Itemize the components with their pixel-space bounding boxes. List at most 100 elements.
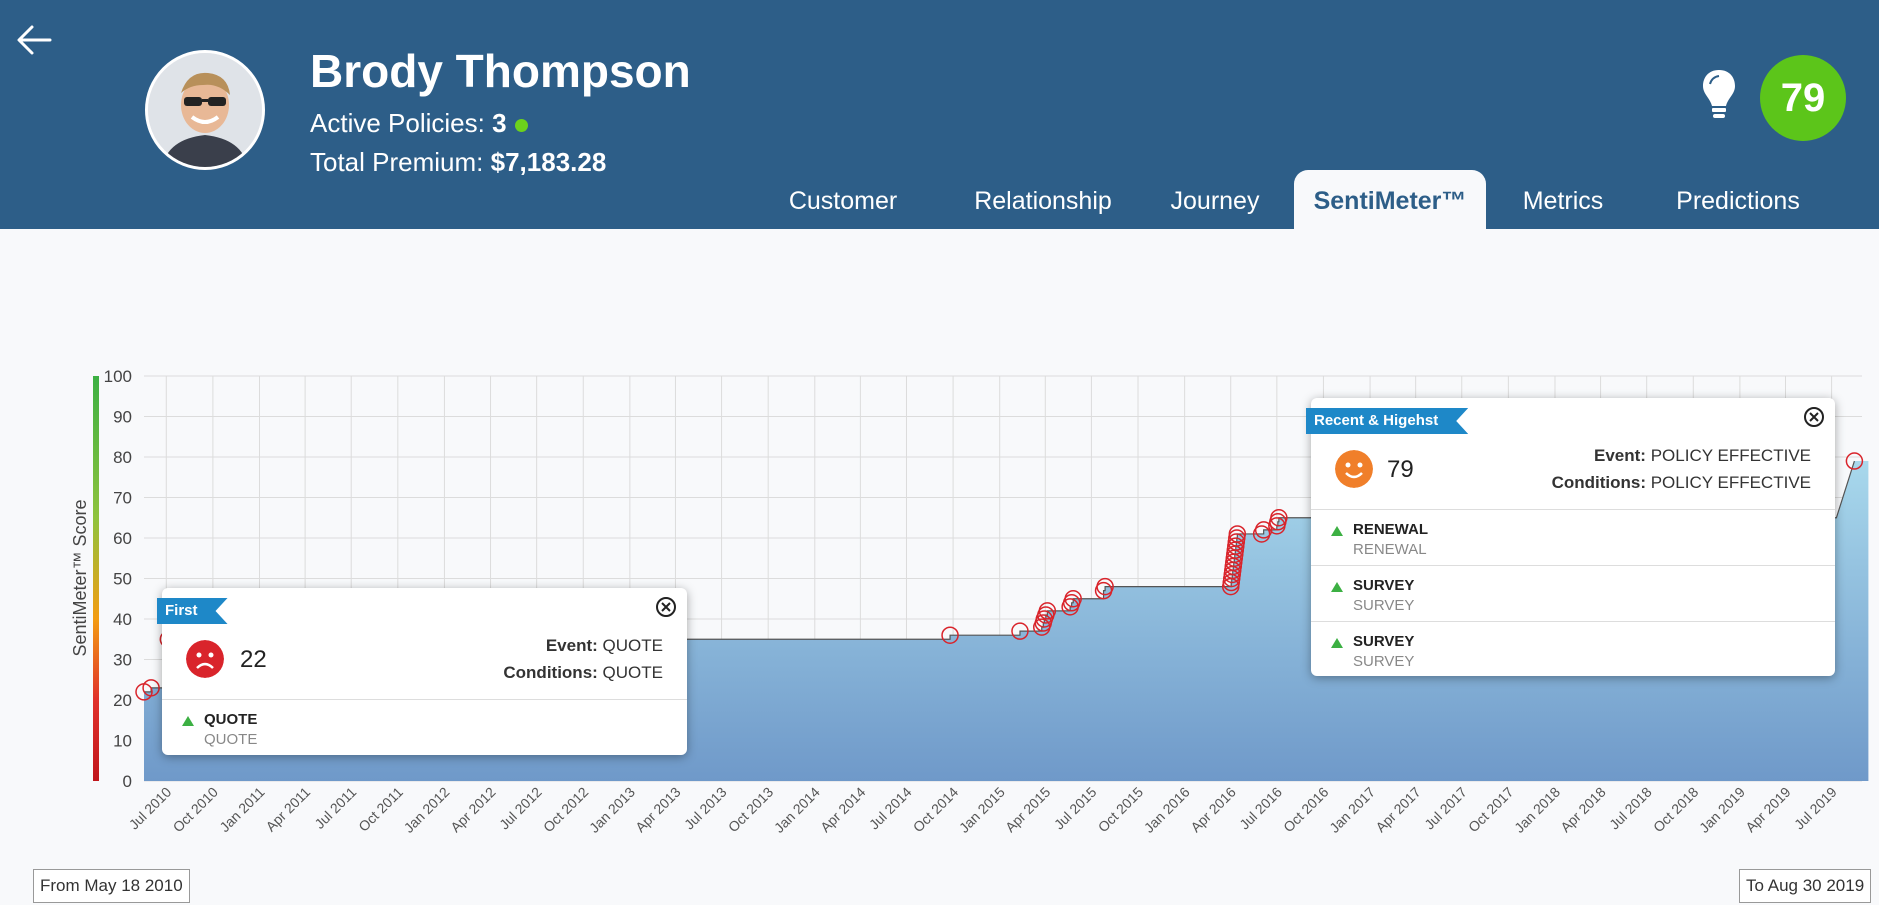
list-item: SURVEY SURVEY — [1311, 621, 1835, 677]
x-tick-label: Oct 2010 — [170, 784, 222, 836]
up-triangle-icon — [1331, 526, 1343, 536]
first-event: Event: QUOTE — [546, 636, 663, 656]
data-point[interactable] — [1064, 590, 1082, 608]
x-tick-label: Apr 2017 — [1372, 784, 1424, 836]
recent-score: 79 — [1387, 456, 1414, 483]
data-point[interactable] — [1270, 509, 1288, 527]
event-label: Event: — [1594, 446, 1646, 465]
x-tick-label: Jan 2011 — [216, 784, 267, 835]
customer-name: Brody Thompson — [310, 45, 691, 97]
close-icon[interactable] — [655, 596, 677, 618]
x-tick-label: Apr 2011 — [262, 784, 313, 835]
tab-predictions[interactable]: Predictions — [1676, 187, 1800, 215]
event-value: POLICY EFFECTIVE — [1650, 446, 1811, 465]
conditions-value: QUOTE — [602, 663, 663, 682]
avatar — [145, 50, 265, 170]
y-tick-label: 70 — [113, 489, 132, 508]
total-premium-label: Total Premium: — [310, 147, 484, 177]
tab-metrics[interactable]: Metrics — [1522, 187, 1604, 215]
up-triangle-icon — [182, 716, 194, 726]
y-tick-label: 30 — [113, 651, 132, 670]
y-tick-label: 80 — [113, 448, 132, 467]
data-point[interactable] — [1011, 622, 1029, 640]
y-tick-label: 20 — [113, 691, 132, 710]
x-tick-label: Oct 2018 — [1650, 784, 1702, 836]
y-tick-label: 90 — [113, 408, 132, 427]
up-triangle-icon — [1331, 638, 1343, 648]
tab-customer[interactable]: Customer — [788, 187, 898, 215]
active-policies-label: Active Policies: — [310, 108, 485, 138]
recent-event-popup: Recent & Higehst 79 Event: POLICY EFFECT… — [1311, 398, 1835, 676]
x-tick-label: Apr 2018 — [1557, 784, 1609, 836]
first-score: 22 — [240, 646, 267, 673]
x-tick-label: Jul 2018 — [1606, 784, 1655, 833]
item-subtitle: RENEWAL — [1353, 541, 1427, 558]
tab-sentimeter[interactable]: SentiMeter™ — [1294, 170, 1486, 229]
conditions-value: POLICY EFFECTIVE — [1650, 473, 1811, 492]
x-tick-label: Jul 2017 — [1421, 784, 1470, 833]
avatar-portrait-icon — [148, 53, 262, 167]
y-tick-label: 100 — [104, 367, 132, 386]
date-range-to[interactable]: To Aug 30 2019 — [1739, 869, 1872, 903]
data-point[interactable] — [1228, 525, 1247, 543]
event-label: Event: — [545, 636, 598, 655]
first-event-popup: First 22 Event: QUOTE Conditions: QUOTE … — [162, 588, 687, 755]
data-point[interactable] — [142, 679, 160, 697]
data-point[interactable] — [1038, 602, 1057, 620]
lightbulb-icon[interactable] — [1700, 68, 1738, 120]
x-tick-label: Jan 2019 — [1696, 784, 1748, 836]
x-tick-label: Apr 2016 — [1187, 784, 1239, 836]
y-axis-label: SentiMeter™ Score — [70, 499, 90, 656]
x-tick-label: Jul 2010 — [126, 784, 175, 833]
recent-event: Event: POLICY EFFECTIVE — [1594, 446, 1811, 466]
data-point[interactable] — [1845, 452, 1864, 470]
item-subtitle: QUOTE — [204, 731, 258, 748]
x-tick-label: Apr 2012 — [447, 784, 499, 836]
tab-journey[interactable]: Journey — [1170, 187, 1260, 215]
smiley-face-icon — [1335, 450, 1373, 488]
data-point[interactable] — [1096, 577, 1114, 596]
x-tick-label: Apr 2013 — [632, 784, 684, 836]
list-item: QUOTE QUOTE — [162, 699, 687, 756]
conditions-label: Conditions: — [503, 663, 598, 682]
x-tick-label: Oct 2014 — [910, 784, 962, 836]
x-tick-label: Jul 2016 — [1236, 784, 1285, 833]
first-ribbon: First — [157, 598, 228, 624]
list-item: SURVEY SURVEY — [1311, 565, 1835, 622]
close-icon[interactable] — [1803, 406, 1825, 428]
x-tick-label: Apr 2014 — [817, 784, 869, 836]
x-tick-label: Jan 2013 — [586, 784, 638, 836]
data-point[interactable] — [1252, 525, 1271, 543]
status-dot-icon — [514, 118, 528, 132]
item-title: QUOTE — [204, 711, 258, 728]
total-premium-value: $7,183.28 — [490, 147, 607, 177]
event-value: QUOTE — [602, 636, 663, 655]
x-tick-label: Jan 2015 — [956, 784, 1008, 836]
y-axis-ticks: 0 10 20 30 40 50 60 70 80 90 100 — [104, 367, 132, 791]
data-point[interactable] — [1254, 521, 1273, 539]
back-arrow-icon[interactable] — [14, 22, 54, 58]
x-tick-label: Jul 2014 — [866, 784, 915, 833]
x-tick-label: Jul 2015 — [1051, 784, 1100, 833]
y-tick-label: 10 — [113, 732, 132, 751]
x-tick-label: Apr 2019 — [1742, 784, 1794, 836]
y-tick-label: 0 — [123, 772, 132, 791]
recent-ribbon: Recent & Higehst — [1306, 408, 1468, 434]
data-point[interactable] — [941, 626, 959, 644]
item-title: SURVEY — [1353, 577, 1415, 594]
date-range-from[interactable]: From May 18 2010 — [33, 869, 190, 903]
item-subtitle: SURVEY — [1353, 653, 1415, 670]
data-points — [135, 452, 1864, 701]
up-triangle-icon — [1331, 582, 1343, 592]
x-tick-label: Apr 2015 — [1002, 784, 1054, 836]
score-color-scale — [93, 376, 99, 781]
profile-header: Brody Thompson Active Policies: 3 Total … — [0, 0, 1879, 229]
conditions-label: Conditions: — [1551, 473, 1646, 492]
x-tick-label: Jan 2016 — [1141, 784, 1193, 836]
tab-relationship[interactable]: Relationship — [974, 187, 1112, 215]
x-tick-label: Jan 2014 — [771, 784, 823, 836]
x-tick-label: Jul 2011 — [311, 784, 359, 832]
sad-face-icon — [186, 640, 224, 678]
recent-conditions: Conditions: POLICY EFFECTIVE — [1552, 473, 1811, 493]
y-tick-label: 40 — [113, 610, 132, 629]
